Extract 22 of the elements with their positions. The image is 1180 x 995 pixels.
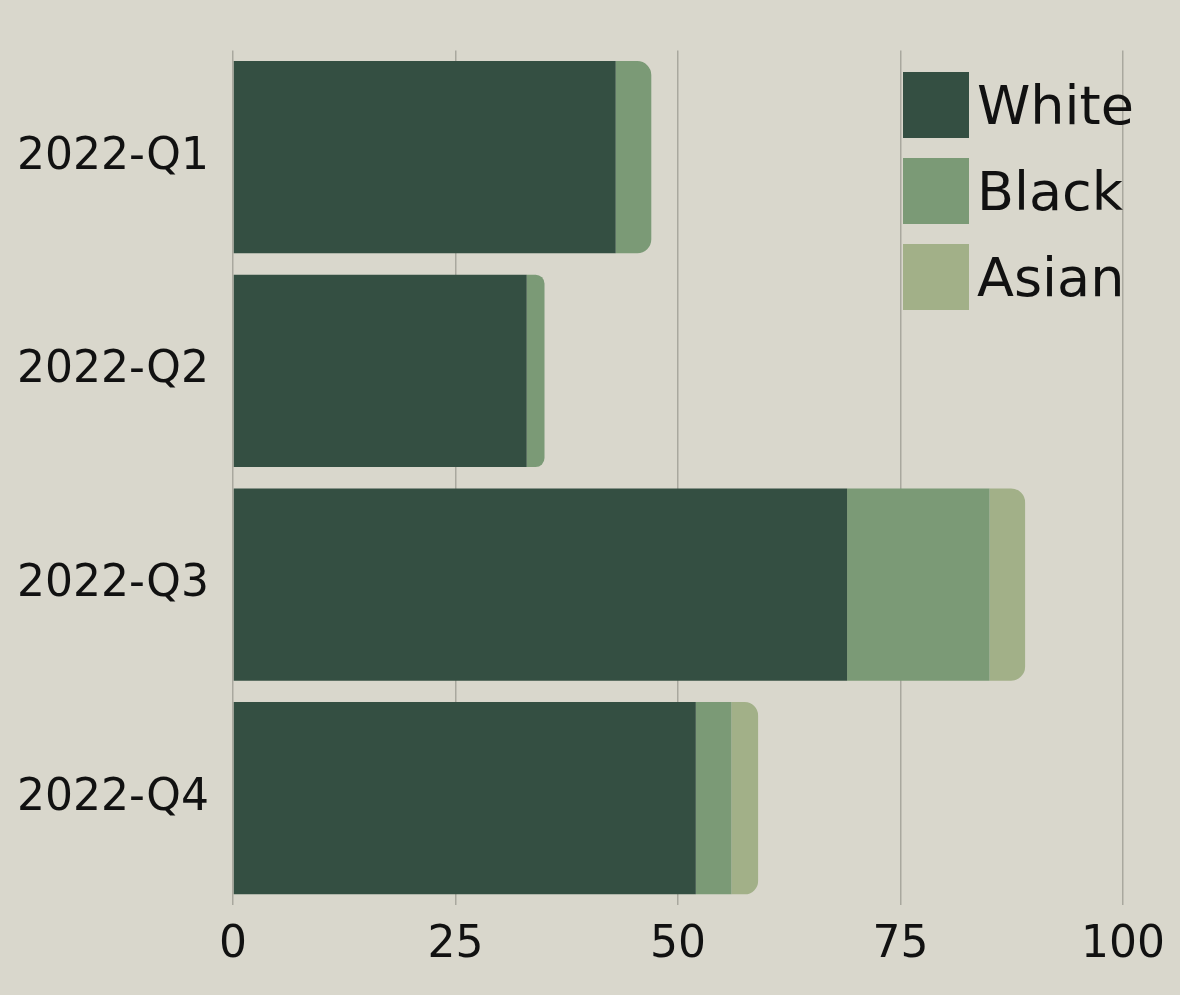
y-tick-label: 2022-Q3	[16, 554, 209, 606]
x-tick-label: 25	[427, 915, 484, 967]
bar	[989, 488, 1026, 681]
bar	[233, 702, 696, 895]
bar	[615, 61, 652, 254]
bar	[526, 274, 545, 468]
bar	[233, 274, 527, 468]
bar	[695, 702, 732, 895]
legend-label: White	[976, 73, 1134, 137]
bar	[233, 61, 616, 254]
y-tick-label: 2022-Q1	[16, 127, 209, 179]
x-tick-label: 50	[650, 915, 706, 967]
x-tick-label: 75	[872, 915, 929, 967]
legend-label: Black	[976, 159, 1124, 223]
bar	[233, 488, 848, 681]
y-tick-label: 2022-Q4	[16, 768, 209, 820]
y-tick-label: 2022-Q2	[16, 341, 209, 393]
legend-label: Asian	[976, 245, 1125, 309]
x-tick-label: 0	[219, 915, 247, 967]
x-tick-label: 100	[1081, 915, 1165, 967]
bar	[847, 488, 990, 681]
bar	[731, 702, 759, 895]
